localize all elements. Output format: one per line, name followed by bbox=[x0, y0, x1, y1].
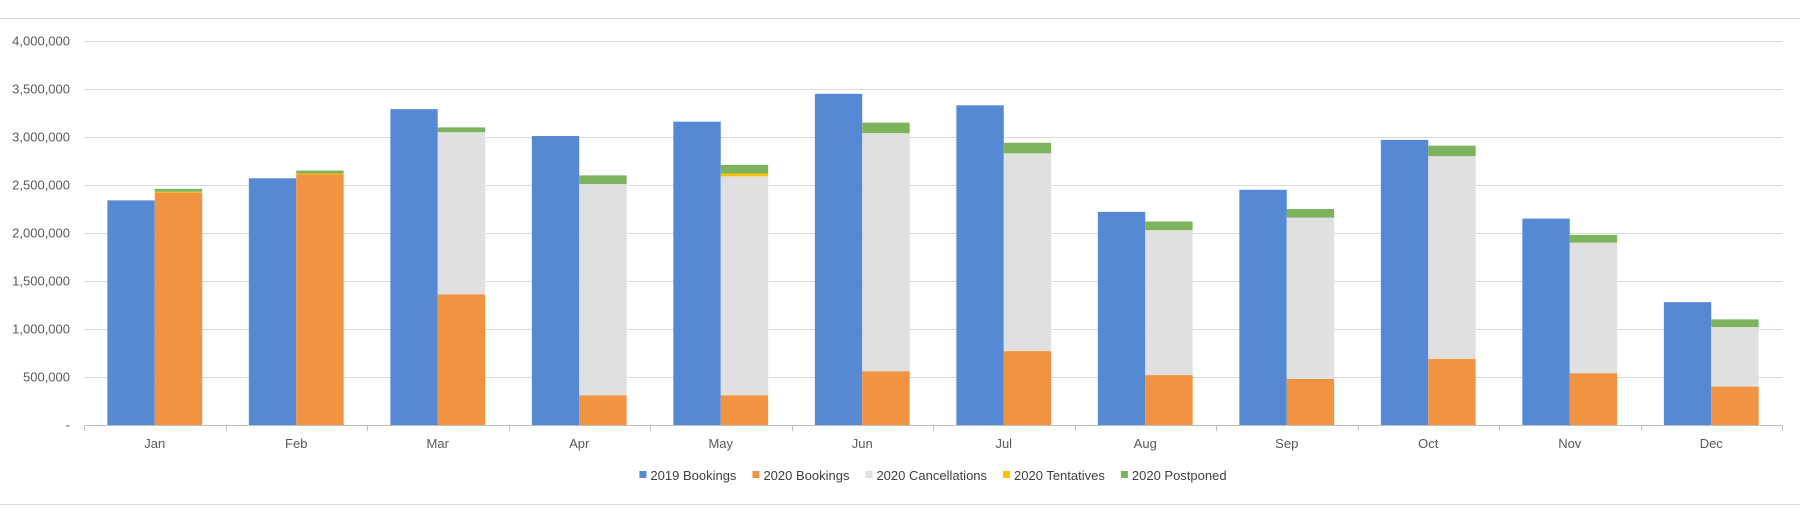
bar-2019-bookings bbox=[1522, 218, 1570, 425]
bar-2020-cancellations bbox=[862, 133, 910, 372]
bars bbox=[107, 93, 1759, 426]
legend-label-2020-cancellations: 2020 Cancellations bbox=[876, 468, 987, 483]
x-tick-label: Aug bbox=[1134, 436, 1157, 451]
legend-swatch-2019-bookings bbox=[639, 471, 647, 478]
bar-2020-cancellations bbox=[579, 184, 627, 396]
bar-2020-bookings bbox=[437, 294, 486, 425]
legend-swatch-2020-bookings bbox=[752, 471, 760, 478]
y-axis: - 500,000 1,000,000 1,500,000 2,000,000 2,500… bbox=[12, 34, 70, 433]
bar-2020-tentatives bbox=[296, 173, 344, 175]
bar-2020-cancellations bbox=[1145, 230, 1193, 376]
bar-2020-bookings bbox=[1569, 373, 1618, 425]
x-tick-label: Sep bbox=[1275, 436, 1298, 451]
bar-2020-cancellations bbox=[1569, 242, 1618, 374]
x-tick-label: Nov bbox=[1558, 436, 1582, 451]
bar-2020-postponed bbox=[1711, 319, 1759, 328]
bar-2020-bookings bbox=[1003, 351, 1052, 425]
gridlines bbox=[84, 41, 1782, 378]
bar-2020-postponed bbox=[579, 175, 627, 185]
x-tick-label: Oct bbox=[1418, 436, 1439, 451]
bar-2020-bookings bbox=[720, 395, 769, 425]
y-tick-label: - bbox=[66, 418, 70, 433]
y-tick-label: 3,000,000 bbox=[12, 130, 70, 145]
legend-swatch-2020-cancellations bbox=[865, 471, 873, 478]
bar-2020-postponed bbox=[1003, 142, 1052, 154]
bar-2020-bookings bbox=[579, 395, 627, 425]
y-tick-label: 4,000,000 bbox=[12, 34, 70, 49]
bar-2020-postponed bbox=[1286, 209, 1335, 218]
bar-2019-bookings bbox=[1663, 302, 1712, 425]
y-tick-label: 500,000 bbox=[23, 370, 70, 385]
x-tick-label: Mar bbox=[427, 436, 450, 451]
bar-2019-bookings bbox=[814, 93, 863, 426]
bar-2020-postponed bbox=[720, 164, 769, 174]
y-tick-label: 2,000,000 bbox=[12, 226, 70, 241]
x-axis: Jan Feb Mar Apr May Jun Jul Aug Sep Oct Nov Dec bbox=[84, 425, 1783, 451]
bar-2020-cancellations bbox=[1286, 217, 1335, 379]
bar-2019-bookings bbox=[673, 121, 721, 425]
legend-label-2019-bookings: 2019 Bookings bbox=[650, 468, 737, 483]
bar-2020-postponed bbox=[154, 188, 203, 192]
bar-2020-cancellations bbox=[437, 132, 486, 295]
bar-2020-postponed bbox=[296, 170, 344, 174]
bar-2020-bookings bbox=[1711, 386, 1759, 425]
bar-2019-bookings bbox=[107, 200, 155, 425]
legend-swatch-2020-postponed bbox=[1120, 471, 1128, 478]
bar-2020-postponed bbox=[1569, 234, 1618, 243]
legend-label-2020-postponed: 2020 Postponed bbox=[1132, 468, 1227, 483]
bar-2020-cancellations bbox=[720, 176, 769, 396]
bar-2020-tentatives bbox=[720, 173, 769, 177]
bar-2019-bookings bbox=[248, 178, 297, 425]
x-tick-label: Jan bbox=[144, 436, 165, 451]
bar-2020-cancellations bbox=[1428, 156, 1476, 359]
bar-2019-bookings bbox=[1097, 211, 1146, 425]
bar-2020-bookings bbox=[154, 192, 203, 425]
bar-2020-bookings bbox=[296, 174, 344, 425]
bar-2020-cancellations bbox=[1711, 327, 1759, 387]
x-tick-label: Dec bbox=[1700, 436, 1724, 451]
bar-2020-postponed bbox=[1145, 221, 1193, 231]
legend: 2019 Bookings 2020 Bookings 2020 Cancellat… bbox=[639, 468, 1227, 483]
bar-2019-bookings bbox=[390, 109, 438, 425]
x-tick-label: Jul bbox=[995, 436, 1012, 451]
x-tick-label: May bbox=[708, 436, 733, 451]
bar-2019-bookings bbox=[531, 136, 580, 426]
bar-2020-bookings bbox=[1286, 378, 1335, 425]
bar-2019-bookings bbox=[1239, 189, 1287, 425]
bar-2020-postponed bbox=[437, 127, 486, 133]
bar-2020-postponed bbox=[1428, 145, 1476, 157]
bar-2020-cancellations bbox=[1003, 153, 1052, 352]
bar-2019-bookings bbox=[1380, 139, 1429, 425]
y-tick-label: 2,500,000 bbox=[12, 178, 70, 193]
legend-swatch-2020-tentatives bbox=[1003, 471, 1011, 478]
x-tick-label: Jun bbox=[852, 436, 873, 451]
legend-label-2020-tentatives: 2020 Tentatives bbox=[1014, 468, 1105, 483]
legend-label-2020-bookings: 2020 Bookings bbox=[763, 468, 850, 483]
bar-2020-postponed bbox=[862, 122, 910, 134]
bar-2020-tentatives bbox=[154, 191, 203, 193]
y-tick-label: 1,500,000 bbox=[12, 274, 70, 289]
bar-2020-bookings bbox=[1428, 358, 1476, 425]
bar-2020-bookings bbox=[862, 371, 910, 425]
x-tick-label: Feb bbox=[285, 436, 307, 451]
y-tick-label: 3,500,000 bbox=[12, 82, 70, 97]
bar-2019-bookings bbox=[956, 105, 1004, 425]
x-tick-label: Apr bbox=[569, 436, 590, 451]
bar-2020-bookings bbox=[1145, 375, 1193, 425]
y-tick-label: 1,000,000 bbox=[12, 322, 70, 337]
